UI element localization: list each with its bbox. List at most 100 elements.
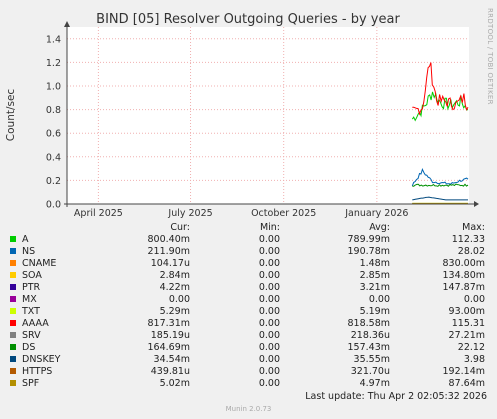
y-tick-label: 1.4 [46, 34, 61, 45]
legend-header-max: Max: [462, 222, 485, 233]
y-tick-label: 1.0 [46, 82, 61, 93]
legend-row-https: HTTPS 439.81u 0.00 321.70u 192.14m [10, 366, 485, 378]
legend-swatch [10, 247, 16, 254]
chart-title: BIND [05] Resolver Outgoing Queries - by… [96, 12, 400, 27]
legend-name: AAAA [22, 318, 49, 329]
legend-avg: 35.55m [353, 354, 390, 365]
legend-swatch [10, 259, 16, 266]
legend-swatch [10, 235, 16, 242]
legend-name: SPF [22, 378, 40, 389]
legend-cur: 800.40m [147, 234, 191, 245]
legend-swatch [10, 331, 16, 338]
x-tick-label: January 2026 [344, 208, 408, 219]
legend-min: 0.00 [258, 270, 280, 281]
legend-min: 0.00 [258, 258, 280, 269]
legend-name: NS [22, 246, 36, 257]
legend-name: SRV [22, 330, 41, 341]
legend-row-ptr: PTR 4.22m 0.00 3.21m 147.87m [10, 282, 485, 294]
legend-row-aaaa: AAAA 817.31m 0.00 818.58m 115.31 [10, 318, 485, 330]
legend-row-ns: NS 211.90m 0.00 190.78m 28.02 [10, 246, 485, 258]
y-tick-label: 0.6 [46, 129, 61, 140]
legend-name: CNAME [22, 258, 57, 269]
last-update: Last update: Thu Apr 2 02:05:32 2026 [305, 391, 487, 402]
legend-table: Cur: Min: Avg: Max: A 800.40m 0.00 789.99m 1… [10, 222, 485, 390]
y-tick-label: 0.0 [46, 200, 61, 211]
legend-swatch [10, 379, 16, 386]
legend-avg: 789.99m [347, 234, 391, 245]
legend-cur: 4.22m [159, 282, 190, 293]
legend-avg: 0.00 [368, 294, 390, 305]
legend-avg: 4.97m [359, 378, 390, 389]
x-tick-label: April 2025 [74, 208, 123, 219]
series-line-a [411, 91, 469, 122]
legend-row-txt: TXT 5.29m 0.00 5.19m 93.00m [10, 306, 485, 318]
legend-cur: 34.54m [153, 354, 190, 365]
legend-header-cur: Cur: [170, 222, 190, 233]
legend-cur: 104.17u [150, 258, 190, 269]
legend-row-a: A 800.40m 0.00 789.99m 112.33 [10, 234, 485, 246]
x-tick-label: October 2025 [251, 208, 316, 219]
munin-version: Munin 2.0.73 [225, 405, 272, 413]
y-tick-label: 0.4 [46, 152, 61, 163]
y-tick-labels: 0.0 0.2 0.4 0.6 0.8 1.0 1.2 1.4 [46, 34, 61, 210]
legend-max: 93.00m [448, 306, 485, 317]
legend-swatch [10, 295, 16, 302]
y-tick-label: 0.8 [46, 105, 61, 116]
legend-cur: 439.81u [150, 366, 190, 377]
legend-row-ds: DS 164.69m 0.00 157.43m 22.12 [10, 342, 485, 354]
y-axis-arrow [64, 21, 70, 27]
plot-area [67, 27, 469, 204]
legend-min: 0.00 [258, 366, 280, 377]
legend-name: SOA [22, 270, 42, 281]
x-tick-label: July 2025 [167, 208, 212, 219]
legend-max: 192.14m [442, 366, 486, 377]
legend-name: TXT [22, 306, 40, 317]
series-line-ds [412, 183, 469, 187]
legend-row-dnskey: DNSKEY 34.54m 0.00 35.55m 3.98 [10, 354, 485, 366]
legend-cur: 185.19u [150, 330, 190, 341]
legend-max: 0.00 [463, 294, 485, 305]
legend-header-avg: Avg: [369, 222, 390, 233]
legend-cur: 0.00 [168, 294, 190, 305]
legend-row-srv: SRV 185.19u 0.00 218.36u 27.21m [10, 330, 485, 342]
x-tick-labels: April 2025 July 2025 October 2025 January 2… [74, 208, 409, 219]
legend-swatch [10, 367, 16, 374]
legend-cur: 2.84m [159, 270, 190, 281]
x-axis-arrow [474, 201, 479, 207]
legend-avg: 818.58m [347, 318, 391, 329]
legend-min: 0.00 [258, 318, 280, 329]
legend-max: 87.64m [448, 378, 485, 389]
legend-avg: 1.48m [359, 258, 390, 269]
legend-min: 0.00 [258, 282, 280, 293]
series-line-dnskey [412, 196, 468, 201]
legend-min: 0.00 [258, 342, 280, 353]
legend-avg: 321.70u [350, 366, 390, 377]
legend-name: A [22, 234, 29, 245]
legend-row-cname: CNAME 104.17u 0.00 1.48m 830.00m [10, 258, 485, 270]
legend-name: MX [22, 294, 37, 305]
legend-avg: 157.43m [347, 342, 391, 353]
rrdtool-credit: RRDTOOL / TOBI OETIKER [486, 8, 494, 105]
legend-max: 27.21m [448, 330, 485, 341]
legend-cur: 164.69m [147, 342, 191, 353]
legend-min: 0.00 [258, 234, 280, 245]
legend-row-spf: SPF 5.02m 0.00 4.97m 87.64m [10, 378, 485, 390]
legend-row-mx: MX 0.00 0.00 0.00 0.00 [10, 294, 485, 306]
series-line-aaaa [412, 62, 469, 116]
y-tick-label: 1.2 [46, 58, 61, 69]
grid [67, 27, 469, 204]
legend-avg: 3.21m [359, 282, 390, 293]
legend-swatch [10, 319, 16, 326]
legend-header-min: Min: [259, 222, 280, 233]
legend-name: DNSKEY [22, 354, 61, 365]
legend-max: 3.98 [463, 354, 485, 365]
chart: BIND [05] Resolver Outgoing Queries - by… [5, 12, 479, 219]
legend-name: DS [22, 342, 36, 353]
legend-swatch [10, 355, 16, 362]
legend-row-soa: SOA 2.84m 0.00 2.85m 134.80m [10, 270, 485, 282]
legend-swatch [10, 283, 16, 290]
legend-name: HTTPS [22, 366, 53, 377]
legend-swatch [10, 271, 16, 278]
legend-name: PTR [22, 282, 41, 293]
y-axis-label: Count/sec [5, 89, 17, 142]
